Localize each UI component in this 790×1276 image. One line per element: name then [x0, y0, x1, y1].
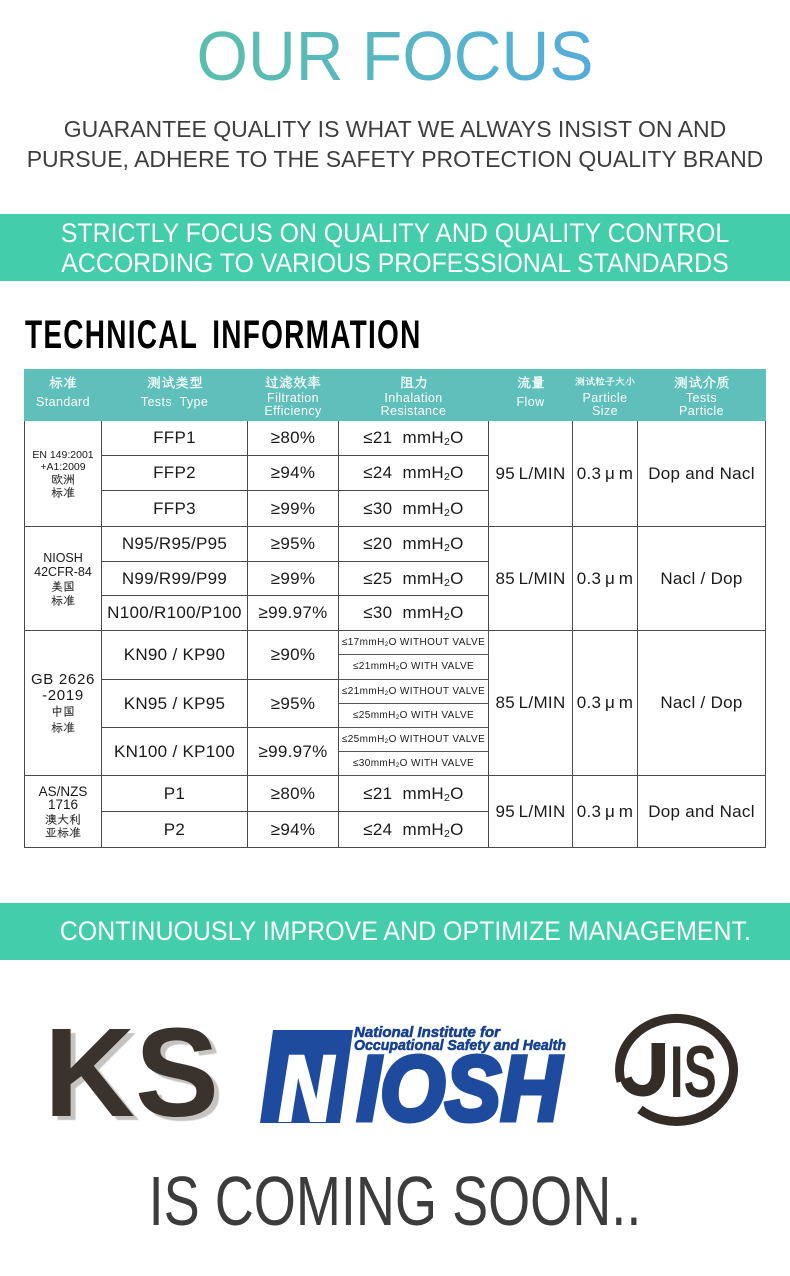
svg-text:N: N	[279, 1038, 335, 1130]
svg-text:IS: IS	[670, 1032, 717, 1113]
svg-text:IOSH: IOSH	[357, 1038, 563, 1130]
svg-text:Occupational Safety and Health: Occupational Safety and Health	[354, 1037, 566, 1054]
svg-text:National Institute for: National Institute for	[354, 1024, 501, 1041]
